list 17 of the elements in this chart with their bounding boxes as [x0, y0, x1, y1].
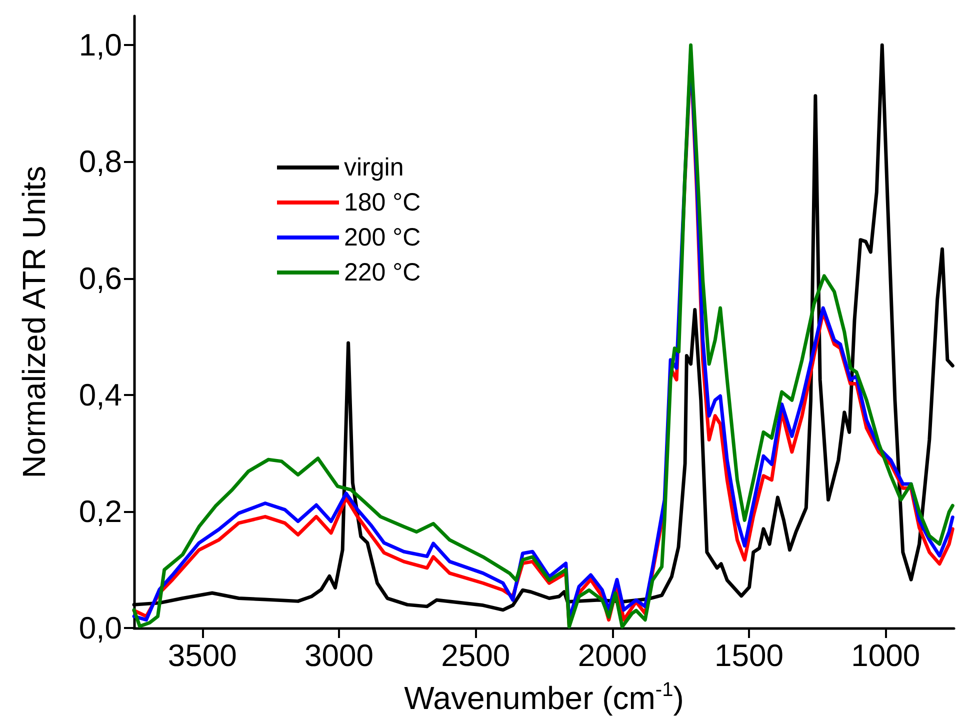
y-tick-label: 0,0 — [78, 610, 122, 646]
x-tick-label: 1000 — [851, 638, 920, 673]
legend-label: 220 °C — [344, 258, 421, 286]
legend-label: virgin — [344, 154, 404, 182]
y-axis-title: Normalized ATR Units — [16, 166, 52, 478]
y-tick-label: 0,2 — [78, 494, 122, 529]
x-tick-label: 1500 — [714, 638, 784, 673]
y-tick-label: 0,8 — [78, 144, 122, 180]
x-tick-label: 2500 — [441, 638, 510, 673]
x-tick-label: 3000 — [304, 638, 374, 673]
x-tick-label: 3500 — [168, 638, 237, 673]
legend-label: 200 °C — [344, 224, 421, 252]
x-tick-label: 2000 — [578, 638, 647, 673]
y-tick-label: 0,4 — [78, 377, 122, 412]
y-tick-label: 1,0 — [78, 28, 122, 63]
y-tick-label: 0,6 — [78, 260, 122, 296]
legend-label: 180 °C — [344, 188, 421, 216]
